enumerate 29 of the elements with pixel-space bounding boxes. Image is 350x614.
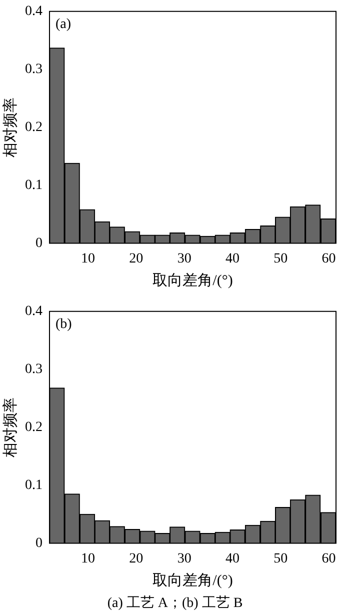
y-axis-title: 相对频率 <box>2 97 19 158</box>
text: (a) 工艺 A；(b) 工艺 B <box>106 594 244 612</box>
x-tick-label: 30 <box>177 251 192 266</box>
y-tick-label: 0.3 <box>25 362 42 378</box>
y-tick-label: 0.4 <box>25 304 42 320</box>
y-tick-label: 0.3 <box>25 62 42 78</box>
x-axis-title: 取向差角/(°) <box>152 272 233 289</box>
x-tick-label: 20 <box>129 551 144 566</box>
x-tick-label: 60 <box>322 551 336 566</box>
x-tick-label: 30 <box>177 551 192 566</box>
x-tick-label: 60 <box>322 251 336 266</box>
x-tick-label: 40 <box>225 551 240 566</box>
x-tick-label: 40 <box>225 251 240 266</box>
y-tick-label: 0.2 <box>25 120 42 135</box>
x-tick-label: 10 <box>81 551 96 566</box>
annotation: (b) <box>56 317 72 332</box>
x-tick-label: 10 <box>81 251 96 266</box>
y-tick-label: 0 <box>36 536 42 551</box>
y-tick-label: 0 <box>36 236 42 251</box>
y-tick-label: 0.1 <box>25 478 42 493</box>
annotation: (a) <box>56 17 72 32</box>
y-tick-label: 0.4 <box>25 4 42 20</box>
y-tick-label: 0.2 <box>25 420 42 435</box>
x-tick-label: 20 <box>129 251 144 266</box>
x-tick-label: 50 <box>274 551 288 566</box>
y-axis-title: 相对频率 <box>2 397 19 458</box>
y-tick-label: 0.1 <box>25 178 42 193</box>
x-axis-title: 取向差角/(°) <box>152 572 233 589</box>
x-tick-label: 50 <box>274 251 288 266</box>
